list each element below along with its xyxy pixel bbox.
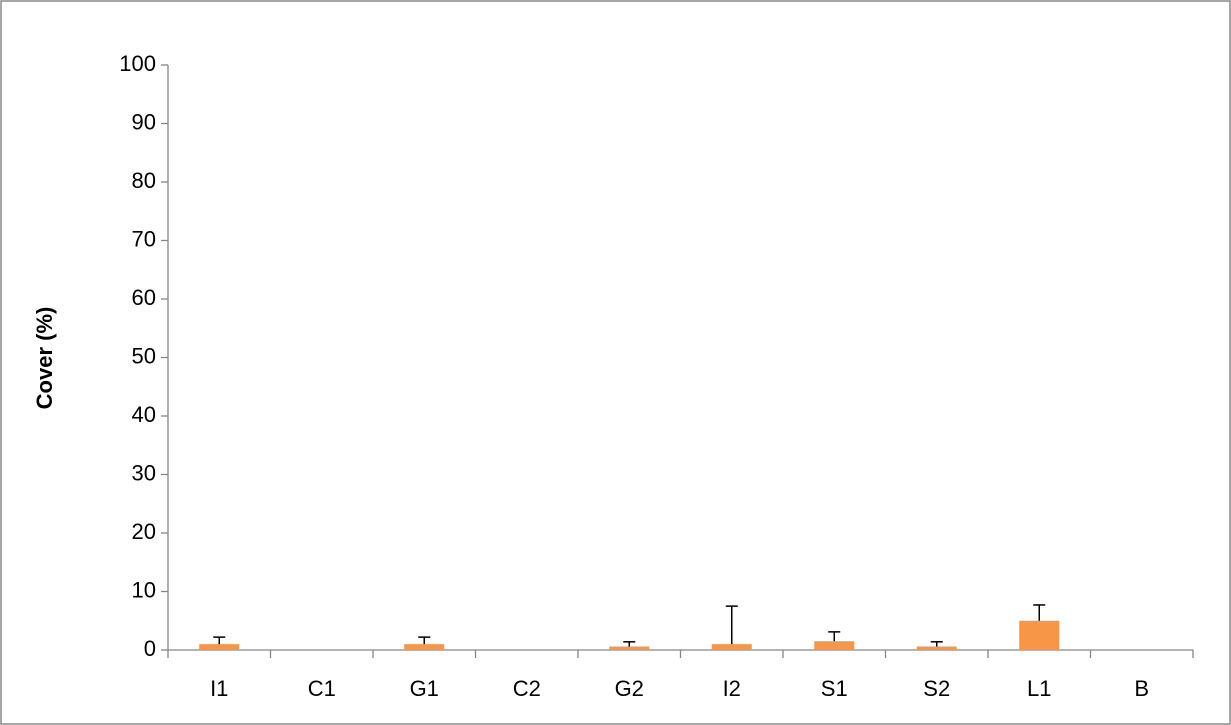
y-tick-label: 50 — [132, 343, 156, 368]
y-tick-label: 30 — [132, 460, 156, 485]
y-tick-label: 20 — [132, 519, 156, 544]
x-tick-label: G2 — [615, 676, 644, 701]
y-tick-label: 60 — [132, 285, 156, 310]
x-tick-label: B — [1134, 676, 1149, 701]
bar — [609, 646, 650, 650]
y-tick-label: 10 — [132, 577, 156, 602]
x-tick-label: C1 — [308, 676, 336, 701]
x-tick-label: C2 — [513, 676, 541, 701]
y-tick-label: 100 — [119, 51, 156, 76]
bar — [814, 641, 855, 650]
y-tick-label: 80 — [132, 168, 156, 193]
y-axis-label: Cover (%) — [32, 307, 57, 410]
x-tick-label: S2 — [923, 676, 950, 701]
x-tick-label: I1 — [210, 676, 228, 701]
bar — [404, 644, 445, 650]
y-tick-label: 40 — [132, 402, 156, 427]
bar — [1019, 620, 1060, 650]
bar — [916, 646, 957, 650]
x-tick-label: I2 — [723, 676, 741, 701]
bar — [711, 644, 752, 650]
bar — [199, 644, 240, 650]
x-tick-label: G1 — [410, 676, 439, 701]
y-tick-label: 70 — [132, 226, 156, 251]
y-tick-label: 90 — [132, 109, 156, 134]
x-tick-label: S1 — [821, 676, 848, 701]
x-tick-label: L1 — [1027, 676, 1051, 701]
y-tick-label: 0 — [144, 636, 156, 661]
